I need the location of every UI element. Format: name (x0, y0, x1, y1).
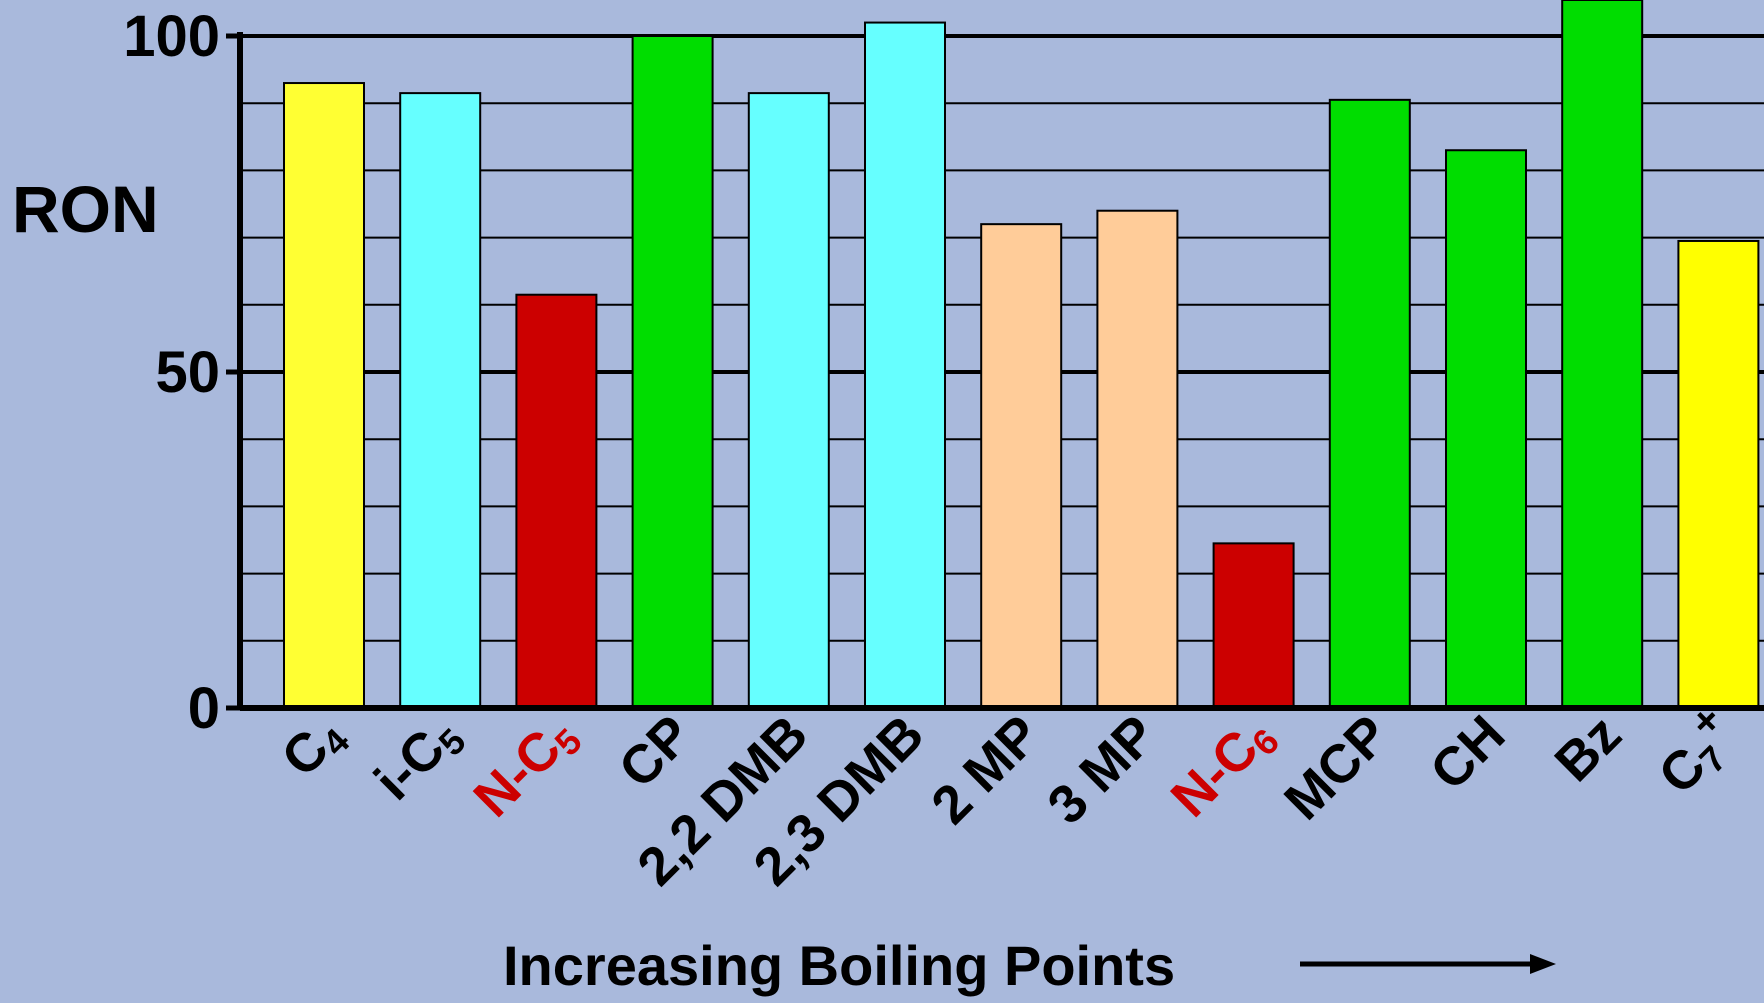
bar-2 (515, 293, 598, 709)
bar-7 (1096, 209, 1179, 709)
bar-9 (1328, 98, 1411, 709)
x-tick-label: N-C6 (1160, 704, 1287, 831)
bars (283, 0, 1760, 710)
axes (226, 32, 1764, 711)
x-tick-label: i-C5 (363, 704, 473, 814)
bar-11 (1561, 0, 1644, 709)
bar-1 (399, 92, 482, 710)
bar-4 (747, 92, 830, 710)
x-tick-label: 2 MP (920, 704, 1052, 836)
bar-3 (631, 35, 714, 709)
y-axis-label: RON (12, 172, 159, 246)
bar-12 (1677, 239, 1760, 710)
bar-6 (980, 223, 1063, 709)
y-tick-label: 50 (155, 340, 220, 405)
arrow-icon (1300, 954, 1556, 974)
x-tick-label: C7+ (1639, 696, 1752, 809)
bar-10 (1445, 149, 1527, 710)
y-tick-label: 100 (123, 4, 220, 69)
x-tick-label: C4 (270, 704, 357, 791)
x-tick-label: 3 MP (1036, 704, 1168, 836)
x-tick-label: CH (1419, 704, 1517, 802)
x-tick-label: N-C5 (462, 704, 589, 831)
y-tick-label: 0 (188, 676, 220, 741)
y-tick-labels: 0 50 100 (123, 4, 220, 741)
bar-8 (1212, 542, 1295, 709)
x-tick-label: Bz (1544, 704, 1633, 793)
bar-5 (864, 21, 946, 710)
bar-0 (283, 82, 365, 710)
x-tick-label: MCP (1273, 704, 1400, 831)
x-tick-label: CP (608, 704, 703, 799)
x-axis-label: Increasing Boiling Points (503, 934, 1175, 997)
